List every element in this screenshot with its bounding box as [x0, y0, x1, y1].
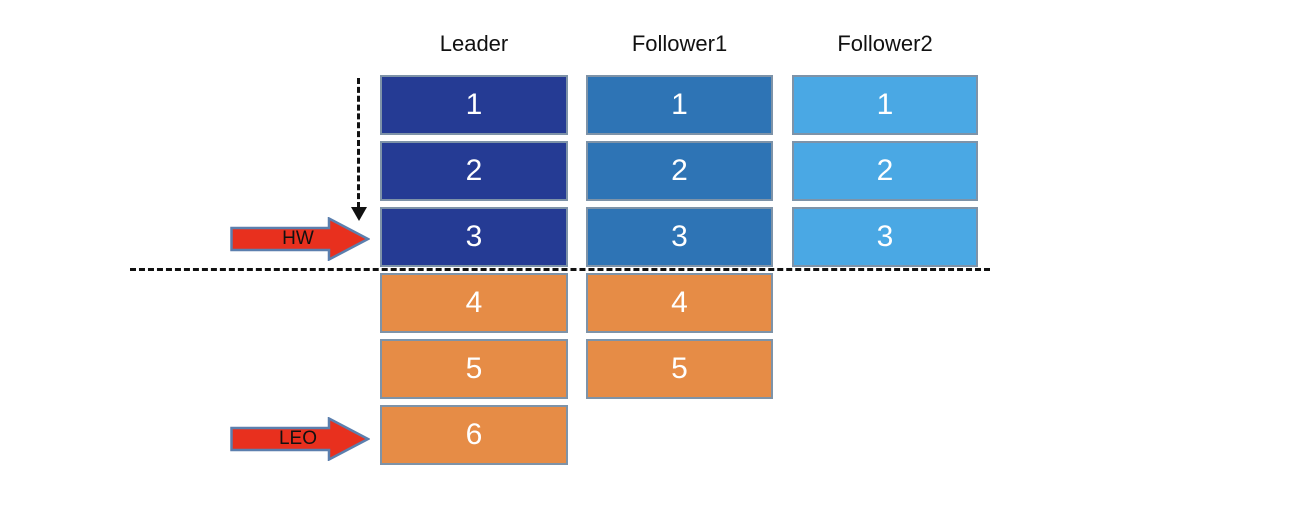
log-entry-follower2-1: 1	[792, 75, 978, 135]
log-entry-follower1-2: 2	[586, 141, 773, 201]
dashed-pointer-line	[357, 78, 360, 208]
log-entry-follower2-3: 3	[792, 207, 978, 267]
leo-arrow: LEO	[230, 417, 370, 461]
high-watermark-divider-line	[130, 268, 990, 271]
log-entry-leader-2: 2	[380, 141, 568, 201]
log-entry-follower1-4: 4	[586, 273, 773, 333]
log-entry-follower2-2: 2	[792, 141, 978, 201]
log-entry-follower1-5: 5	[586, 339, 773, 399]
hw-label: HW	[282, 228, 314, 249]
log-entry-leader-6: 6	[380, 405, 568, 465]
down-arrowhead-icon	[351, 207, 367, 221]
log-entry-leader-5: 5	[380, 339, 568, 399]
log-entry-follower1-3: 3	[586, 207, 773, 267]
log-entry-leader-1: 1	[380, 75, 568, 135]
hw-arrow: HW	[230, 217, 370, 261]
column-header-leader: Leader	[439, 31, 509, 56]
right-arrow-icon	[230, 417, 370, 461]
column-header-follower1: Follower1	[631, 31, 728, 56]
right-arrow-icon	[230, 217, 370, 261]
leo-label: LEO	[278, 428, 318, 449]
log-entry-leader-4: 4	[380, 273, 568, 333]
column-header-follower2: Follower2	[837, 31, 933, 56]
log-entry-follower1-1: 1	[586, 75, 773, 135]
log-entry-leader-3: 3	[380, 207, 568, 267]
